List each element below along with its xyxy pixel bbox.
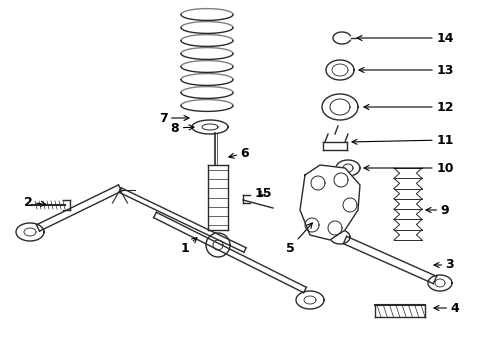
Text: 12: 12	[363, 100, 453, 113]
Text: 8: 8	[170, 122, 194, 135]
Text: 7: 7	[158, 112, 188, 125]
Text: 11: 11	[351, 134, 453, 147]
Text: 1: 1	[180, 238, 197, 255]
Text: 15: 15	[254, 186, 271, 199]
Text: 2: 2	[23, 195, 46, 208]
Text: 5: 5	[285, 223, 312, 255]
Polygon shape	[299, 165, 359, 240]
Text: 9: 9	[425, 203, 448, 216]
Text: 4: 4	[433, 302, 458, 315]
Text: 13: 13	[358, 63, 453, 77]
Text: 10: 10	[363, 162, 453, 175]
Text: 14: 14	[356, 32, 453, 45]
Text: 6: 6	[228, 147, 249, 159]
Text: 3: 3	[433, 258, 453, 271]
